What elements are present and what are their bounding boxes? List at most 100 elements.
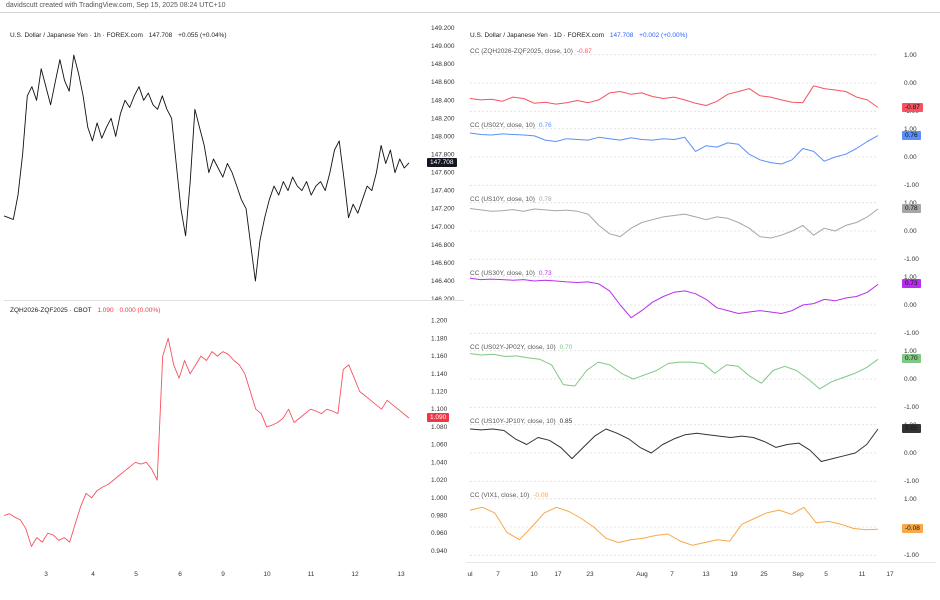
- cc-panel-legend-value: 0.70: [559, 344, 573, 351]
- y-tick-label: 0.00: [904, 154, 917, 161]
- right-header-title: U.S. Dollar / Japanese Yen · 1D · FOREX.…: [470, 32, 605, 39]
- cc-panel-legend-value: 0.73: [538, 270, 552, 277]
- cc-panel[interactable]: CC (US30Y, close, 10) 0.73 1.00 0.00 -1.00 0.…: [466, 266, 936, 341]
- left-time-axis: 3 4 5 6 9 10 11 12 13: [44, 571, 405, 578]
- cc-panel-chart: 1.00 0.00 -1.00: [469, 52, 919, 115]
- correlation-line: [469, 85, 879, 108]
- right-time-axis: ul 7 10 17 23 Aug 7 13 19 25 Sep 5 11 17: [467, 571, 894, 578]
- y-tick-label: 1.00: [904, 200, 917, 207]
- y-tick-label: -1.00: [904, 552, 919, 559]
- cc-panel[interactable]: CC (US10Y, close, 10)0.781.000.00-1.000.…: [466, 192, 936, 267]
- y-tick-label: -1.00: [904, 182, 919, 189]
- y-tick-label: 1.00: [904, 274, 917, 281]
- y-tick-label: 146.400: [431, 278, 455, 285]
- y-tick-label: -1.00: [904, 108, 919, 115]
- cc-panel-value-tag: -0.87: [902, 102, 923, 112]
- x-tick-label: Aug: [636, 571, 648, 578]
- x-tick-label: 11: [859, 571, 866, 578]
- x-tick-label: ul: [467, 571, 473, 578]
- cc-panel-title: CC (US10Y-JP10Y, close, 10) 0.85: [470, 418, 572, 425]
- cc-panel-value-tag: 0.70: [902, 354, 921, 364]
- cc-panel-chart: 1.000.00-1.00: [469, 422, 919, 485]
- y-tick-label: 1.00: [904, 52, 917, 59]
- y-tick-label: 148.200: [431, 115, 455, 122]
- cc-panel-title-text: CC (US30Y, close, 10): [470, 270, 535, 277]
- usdjpy-1h-change: +0.055 (+0.04%): [178, 32, 227, 39]
- x-tick-label: 13: [702, 571, 710, 578]
- cc-panel-title: CC (ZQH2026-ZQF2025, close, 10) -0.87: [470, 48, 592, 55]
- y-tick-label: 1.120: [431, 388, 448, 395]
- cc-panel-chart: 1.00 0.00 -1.00: [469, 274, 919, 337]
- correlation-line: [469, 208, 879, 239]
- y-tick-label: 0.00: [904, 80, 917, 87]
- usdjpy-1h-title-text: U.S. Dollar / Japanese Yen · 1h · FOREX.…: [10, 32, 143, 39]
- y-tick-label: 0.00: [904, 450, 917, 457]
- cc-panel[interactable]: CC (US10Y-JP10Y, close, 10)0.851.000.00-…: [466, 414, 936, 489]
- cc-panel-title-text: CC (US02Y, close, 10): [470, 122, 535, 129]
- cc-panel-title: CC (VIX1, close, 10) -0.08: [470, 492, 548, 499]
- cc-panel-title-text: CC (US10Y-JP10Y, close, 10): [470, 418, 556, 425]
- cc-panel-chart: 1.000.00-1.00: [469, 496, 919, 559]
- y-tick-label: 0.940: [431, 548, 448, 555]
- cc-panel-title-text: CC (VIX1, close, 10): [470, 492, 530, 499]
- cc-panel-legend-value: -0.08: [533, 492, 549, 499]
- x-tick-label: 9: [221, 571, 225, 578]
- usdjpy-1h-chart: 149.200 149.000 148.800 148.600 148.400 148.2…: [3, 25, 455, 303]
- x-tick-label: 11: [308, 571, 315, 578]
- zq-spread-price-tag: 1.090: [427, 413, 450, 423]
- y-tick-label: -1.00: [904, 256, 919, 263]
- x-tick-label: 12: [351, 571, 359, 578]
- x-tick-label: 7: [670, 571, 674, 578]
- cc-panel-value-tag: 0.85: [902, 424, 921, 434]
- usdjpy-1h-panel[interactable]: U.S. Dollar / Japanese Yen · 1h · FOREX.…: [3, 22, 464, 303]
- right-header: U.S. Dollar / Japanese Yen · 1D · FOREX.…: [470, 32, 688, 39]
- correlation-line: [469, 132, 879, 165]
- usdjpy-1h-title: U.S. Dollar / Japanese Yen · 1h · FOREX.…: [10, 32, 227, 39]
- cc-panel-legend-value: 0.78: [538, 196, 552, 203]
- cc-panel-chart: 1.000.00-1.00: [469, 200, 919, 263]
- right-header-last: 147.708: [609, 32, 634, 39]
- cc-panel[interactable]: CC (VIX1, close, 10)-0.081.000.00-1.00-0…: [466, 488, 936, 563]
- top-divider: [0, 12, 940, 13]
- cc-panel-title: CC (US10Y, close, 10) 0.78: [470, 196, 552, 203]
- cc-panel-value-tag: 0.78: [902, 204, 921, 214]
- cc-panel-title-text: CC (ZQH2026-ZQF2025, close, 10): [470, 48, 573, 55]
- y-tick-label: 0.960: [431, 530, 448, 537]
- correlation-line: [469, 506, 879, 546]
- y-tick-label: 1.140: [431, 371, 448, 378]
- y-tick-label: 1.00: [904, 126, 917, 133]
- cc-panel[interactable]: CC (US02Y, close, 10) 0.76 1.00 0.00 -1.00 0.…: [466, 118, 936, 193]
- cc-panel-title-text: CC (US02Y-JP02Y, close, 10): [470, 344, 556, 351]
- y-tick-label: 0.980: [431, 512, 448, 519]
- y-tick-label: 1.020: [431, 477, 448, 484]
- y-tick-label: 147.400: [431, 188, 455, 195]
- y-tick-label: 147.600: [431, 170, 455, 177]
- cc-panel-title: CC (US02Y-JP02Y, close, 10) 0.70: [470, 344, 572, 351]
- cc-panel[interactable]: CC (US02Y-JP02Y, close, 10) 0.70 1.00 0.00-…: [466, 340, 936, 415]
- y-tick-label: -1.00: [904, 478, 919, 485]
- usdjpy-price-line: [3, 54, 410, 282]
- cc-panel-chart: 1.000.00-1.00: [469, 348, 919, 411]
- y-tick-label: -1.00: [904, 330, 919, 337]
- y-tick-label: 148.000: [431, 133, 455, 140]
- x-tick-label: 5: [134, 571, 138, 578]
- cc-panel-legend-value: 0.85: [559, 418, 573, 425]
- zq-spread-panel[interactable]: ZQH2026-ZQF2025 · CBOT 1.090 0.000 (0.00…: [3, 300, 464, 566]
- x-tick-label: 13: [397, 571, 405, 578]
- y-tick-label: 1.160: [431, 353, 448, 360]
- cc-panel[interactable]: CC (ZQH2026-ZQF2025, close, 10) -0.87 1.00…: [466, 44, 936, 119]
- y-tick-label: 1.00: [904, 348, 917, 355]
- x-tick-label: 19: [730, 571, 738, 578]
- cc-panel-legend-value: -0.87: [576, 48, 592, 55]
- y-tick-label: 148.600: [431, 79, 455, 86]
- cc-panel-title: CC (US30Y, close, 10) 0.73: [470, 270, 552, 277]
- y-tick-label: 1.180: [431, 335, 448, 342]
- x-tick-label: 23: [586, 571, 594, 578]
- y-tick-label: 0.00: [904, 302, 917, 309]
- y-tick-label: 1.00: [904, 496, 917, 503]
- zq-spread-title: ZQH2026-ZQF2025 · CBOT 1.090 0.000 (0.00…: [10, 307, 160, 314]
- y-tick-label: 1.000: [431, 495, 448, 502]
- credit-line: davidscutt created with TradingView.com,…: [6, 2, 226, 9]
- y-tick-label: 1.060: [431, 442, 448, 449]
- x-tick-label: 4: [91, 571, 95, 578]
